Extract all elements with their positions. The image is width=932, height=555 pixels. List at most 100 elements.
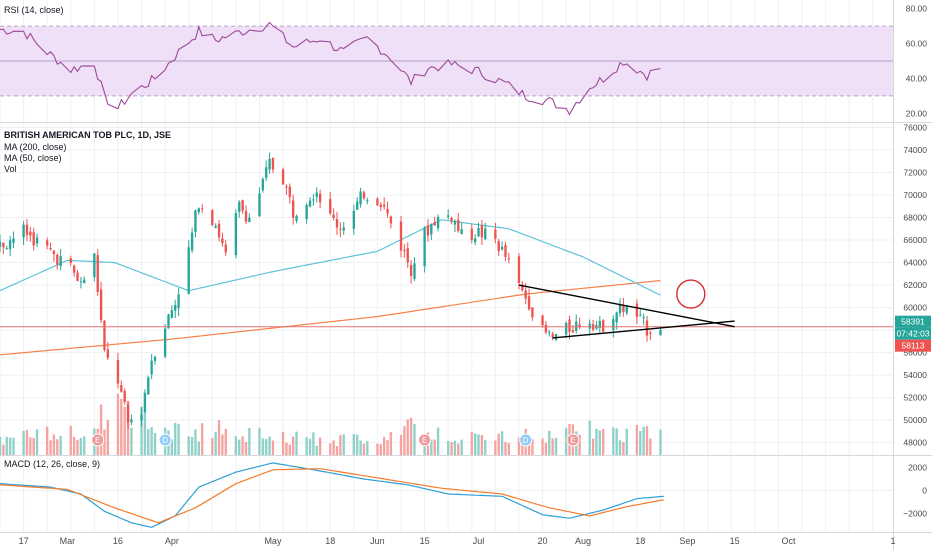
price-axis-tick: 76000 [903,123,927,133]
candle-body [25,224,29,235]
time-axis-tick: 17 [19,536,29,546]
volume-bar [268,436,271,455]
candle-body [598,320,602,328]
candle-body [106,349,110,358]
volume-bar [45,426,49,455]
candle-body [150,360,153,375]
time-axis-tick: 1 [890,536,895,546]
volume-bar [103,429,106,455]
volume-bar [318,437,322,455]
candle-body [453,220,457,225]
candle-body [96,255,99,293]
event-marker-label: E [95,436,100,445]
axes: 80.00 60.00 40.00 20.00 76000 74000 72000 70000… [19,4,931,546]
ma50-line [0,219,661,296]
volume-bar [521,436,524,455]
volume-bar [366,441,369,455]
volume-bar [291,436,295,455]
candle-body [312,199,315,201]
candle-body [217,223,221,238]
volume-bar [271,440,275,455]
candle-body [659,330,662,336]
candle-body [430,224,433,235]
volume-bar [386,440,389,455]
volume-bar [531,439,534,455]
volume-bar [201,423,204,455]
candle-body [521,284,524,291]
volume-bar [548,430,551,455]
candle-body [35,237,39,244]
volume-bar [281,431,285,455]
volume-bar [140,406,143,455]
event-marker [566,433,580,447]
event-marker [519,433,533,447]
time-axis-tick: Jun [370,536,385,546]
candle-body [5,248,8,250]
candle-body [72,265,76,273]
candle-body [494,229,497,239]
volume-bar [602,429,605,455]
candle-body [329,199,332,214]
event-marker [158,433,172,447]
candle-body [433,221,436,226]
volume-bar [79,437,83,455]
volume-bar [433,439,436,455]
price-axis-tick: 20.00 [906,108,928,118]
volume-bar [379,444,382,455]
volume-bar [217,420,221,455]
low-price-tag: 58113 [901,341,924,351]
volume-bar [25,430,29,455]
volume-bar [578,434,581,455]
candle-body [271,158,275,170]
volume-bar [315,445,318,455]
volume-bar [32,438,35,455]
price-axis-tick: 74000 [903,145,927,155]
volume-bar [625,428,628,455]
time-axis-tick: Apr [165,536,179,546]
volume-bar [120,398,123,455]
candle-body [211,209,214,226]
candle-body [32,232,35,246]
volume-bar [504,441,507,455]
candle-body [244,211,248,222]
rsi-pane [0,21,893,116]
candle-body [308,200,312,207]
price-axis-tick: 56000 [903,348,927,358]
candle-body [568,319,571,332]
price-axis-tick: 68000 [903,213,927,223]
candle-body [379,204,382,208]
candle-body [197,208,200,213]
event-marker-label: E [570,436,575,445]
volume-bar [197,441,200,455]
candle-body [174,305,177,311]
candle-body [123,390,126,402]
candle-body [531,307,534,318]
candle-body [143,392,147,413]
candle-body [618,304,622,314]
volume-bar [551,438,554,455]
volume-bar [423,438,426,455]
volume-bar [497,433,500,455]
volume-bar [56,439,59,455]
volume-bar [150,427,153,455]
volume-bar [29,437,32,455]
volume-bar [285,442,288,455]
candle-body [500,247,504,250]
time-axis-tick: 16 [113,536,123,546]
volume-bar [436,427,440,455]
volume-bar [494,440,497,455]
candle-body [332,214,335,218]
candle-body [409,265,413,276]
volume-bar [450,442,453,455]
time-axis-tick: Mar [60,536,76,546]
volume-bar [295,431,298,455]
volume-bar [153,432,157,455]
candle-body [413,263,416,279]
event-marker-label: E [422,436,427,445]
volume-bar [659,429,662,455]
volume-bar [480,434,484,455]
countdown-tag-bg [895,327,931,340]
candle-body [635,303,639,317]
